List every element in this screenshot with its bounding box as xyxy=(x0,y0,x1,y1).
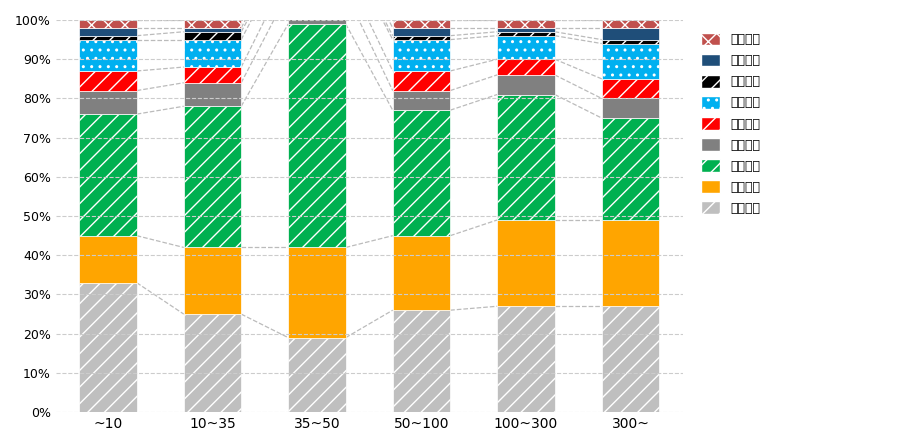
Bar xyxy=(601,220,659,306)
Bar xyxy=(497,306,555,412)
Bar xyxy=(393,20,450,28)
Bar xyxy=(601,40,659,44)
Bar xyxy=(79,28,137,36)
Bar xyxy=(79,91,137,114)
Bar xyxy=(79,283,137,412)
Bar xyxy=(183,314,241,412)
Bar xyxy=(601,99,659,118)
Bar xyxy=(601,28,659,40)
Bar xyxy=(497,95,555,220)
Bar xyxy=(601,306,659,412)
Bar xyxy=(497,75,555,95)
Bar xyxy=(601,79,659,99)
Bar xyxy=(497,220,555,306)
Bar xyxy=(183,248,241,314)
Bar xyxy=(393,310,450,412)
Bar xyxy=(393,28,450,36)
Bar xyxy=(497,28,555,32)
Bar xyxy=(79,235,137,283)
Bar xyxy=(601,20,659,28)
Bar xyxy=(393,36,450,40)
Bar xyxy=(497,20,555,28)
Bar xyxy=(183,67,241,83)
Bar xyxy=(289,248,346,338)
Bar xyxy=(79,20,137,28)
Bar xyxy=(183,28,241,32)
Bar xyxy=(497,59,555,75)
Bar xyxy=(601,44,659,79)
Bar xyxy=(393,40,450,71)
Bar xyxy=(289,0,346,24)
Bar xyxy=(393,71,450,91)
Bar xyxy=(183,106,241,248)
Bar xyxy=(79,40,137,71)
Bar xyxy=(79,36,137,40)
Bar xyxy=(601,118,659,220)
Bar xyxy=(497,32,555,36)
Bar xyxy=(79,114,137,235)
Bar xyxy=(497,36,555,59)
Bar xyxy=(393,110,450,235)
Bar xyxy=(289,24,346,248)
Bar xyxy=(289,338,346,412)
Bar xyxy=(393,235,450,310)
Bar xyxy=(183,40,241,67)
Bar xyxy=(183,83,241,106)
Legend: 세무회계, 정책정보, 경영능력, 상품개발, 인력확보, 인허규제, 판로개척, 운영자금, 시설자금: 세무회계, 정책정보, 경영능력, 상품개발, 인력확보, 인허규제, 판로개척… xyxy=(695,26,767,221)
Bar xyxy=(183,20,241,28)
Bar xyxy=(393,91,450,110)
Bar xyxy=(79,71,137,91)
Bar xyxy=(183,32,241,40)
